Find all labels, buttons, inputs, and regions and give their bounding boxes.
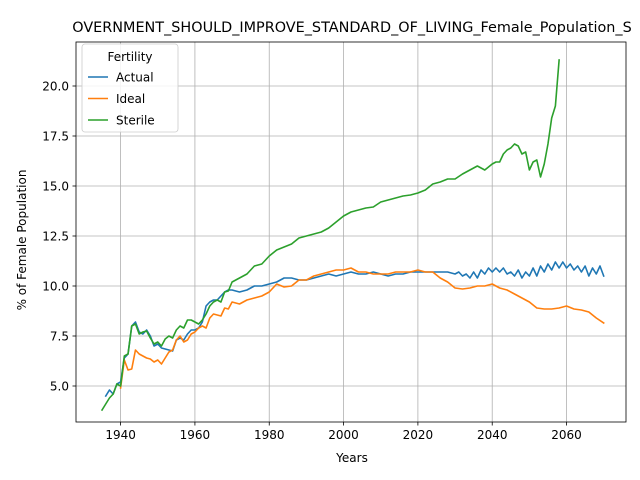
x-tick-label: 2040	[477, 428, 508, 442]
y-axis-label: % of Female Population	[15, 170, 29, 311]
legend-label-actual: Actual	[116, 70, 154, 84]
plot-area-frame	[75, 41, 627, 423]
x-tick-label: 1960	[180, 428, 211, 442]
x-axis-label: Years	[335, 451, 368, 465]
legend-title: Fertility	[107, 50, 152, 64]
legend-label-ideal: Ideal	[116, 92, 145, 106]
x-tick-label: 1940	[105, 428, 136, 442]
x-tick-label: 2000	[328, 428, 359, 442]
x-tick-label: 1980	[254, 428, 285, 442]
series-line-actual	[104, 261, 605, 398]
legend-items: Actual Ideal Sterile	[88, 70, 155, 127]
x-tick-label: 2060	[551, 428, 582, 442]
y-tick-label: 5.0	[50, 379, 69, 393]
y-tick-label: 15.0	[42, 179, 69, 193]
y-tick-label: 17.5	[42, 129, 69, 143]
x-axis-ticks: 1940 1960 1980 2000 2020 2040 2060	[105, 422, 582, 442]
series-lines	[100, 59, 605, 412]
y-tick-label: 20.0	[42, 79, 69, 93]
legend-box	[81, 43, 179, 133]
y-tick-label: 10.0	[42, 279, 69, 293]
legend-label-sterile: Sterile	[116, 113, 155, 127]
series-line-sterile	[100, 59, 560, 412]
x-tick-label: 2020	[403, 428, 434, 442]
y-axis-ticks: 5.0 7.5 10.0 12.5 15.0 17.5 20.0	[42, 79, 76, 393]
legend: Fertility Actual Ideal Sterile	[81, 43, 179, 133]
chart-title: OVERNMENT_SHOULD_IMPROVE_STANDARD_OF_LIV…	[72, 20, 631, 36]
series-line-ideal	[119, 267, 605, 389]
y-tick-label: 7.5	[50, 329, 69, 343]
y-tick-label: 12.5	[42, 229, 69, 243]
